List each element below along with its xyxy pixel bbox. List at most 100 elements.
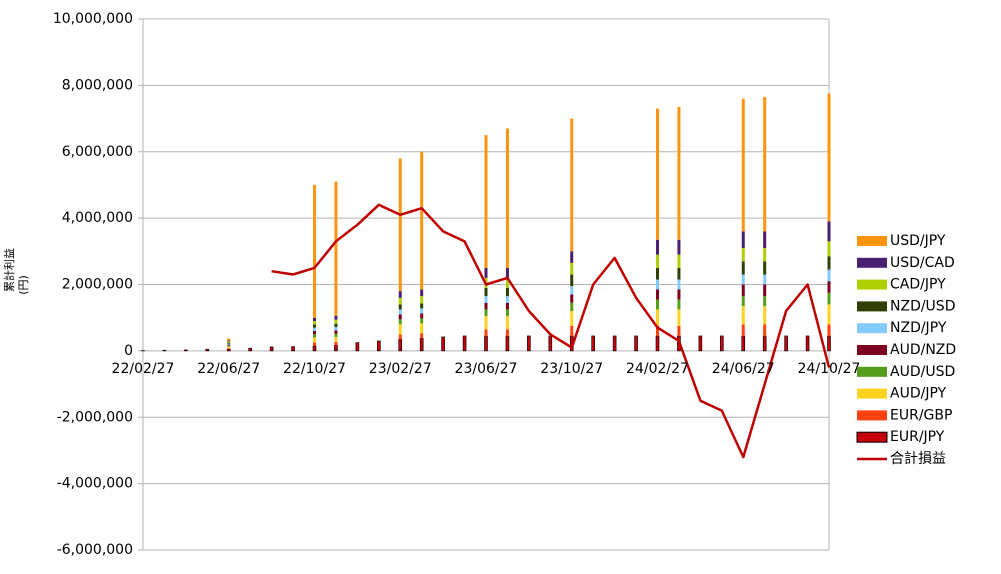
bar-segment [741,284,745,297]
bar-segment [484,287,488,297]
x-tick-label: 22/10/27 [283,361,346,377]
bar-segment [656,309,659,326]
bar-segment [313,334,316,338]
bar-segment [162,349,167,352]
bar-segment [441,336,445,352]
bar-segment [741,98,745,232]
bar-segment [505,335,510,352]
bar-segment [656,299,659,310]
bar-segment [313,327,316,331]
bar-segment [656,108,659,240]
bar-segment [762,335,767,352]
bar-segment [484,309,488,317]
bar-segment [741,296,745,307]
bar-segment [784,335,788,352]
bar-segment [398,304,402,310]
legend-label: EUR/JPY [890,429,945,445]
bar-segment [291,346,295,352]
bar-segment [527,335,531,352]
bar-segment [484,135,488,268]
bar-segment [763,231,767,248]
bar-segment [334,323,338,327]
bar-segment [677,267,681,280]
bar-segment [570,274,574,287]
bar-segment [419,337,424,352]
bar-segment [677,289,681,300]
legend-label: AUD/USD [890,364,955,380]
bar-segment [827,292,831,305]
bar-segment [656,254,659,268]
legend-label: USD/CAD [890,255,955,271]
bar-segment [570,286,574,295]
bar-segment [656,279,659,290]
bar-segment [227,346,231,349]
bar-segment [570,325,574,336]
x-tick-label: 24/06/27 [712,361,775,377]
bar-segment [420,323,424,334]
y-tick-label: -6,000,000 [57,542,133,558]
bar-segment [420,313,424,319]
bar-segment [763,96,767,232]
bar-segment [741,274,745,285]
bar-segment [634,335,638,352]
bar-segment [570,311,574,326]
bar-segment [741,335,746,352]
y-tick-label: 8,000,000 [62,77,133,93]
legend-label: CAD/JPY [890,277,946,293]
bar-segment [313,321,316,325]
bar-segment [313,324,316,328]
legend-label: NZD/JPY [890,320,947,336]
bar-segment [420,151,424,290]
bar-segment [334,319,338,324]
y-tick-label: 2,000,000 [62,277,133,293]
bar-segment [313,337,316,343]
bar-segment [184,349,188,352]
bar-segment [484,302,488,310]
y-axis-label: (円) [17,275,30,295]
bar-segment [548,335,553,352]
legend-swatch [857,388,887,399]
x-tick-label: 23/10/27 [540,361,603,377]
line [271,203,831,459]
bar-segment [227,345,231,347]
bar-segment [763,261,767,275]
legend-swatch [857,279,887,290]
x-tick-label: 23/02/27 [369,361,432,377]
bar-segment [763,306,767,325]
bar-segment [612,335,617,352]
bar-segment [269,346,274,352]
bar-segment [312,345,317,352]
bar-segment [763,324,767,336]
bar-segment [313,342,316,346]
bar-segment [656,289,659,300]
bar-segment [334,330,338,334]
bar-segment [741,261,745,275]
legend-swatch [857,257,887,268]
legend-swatch [857,366,887,377]
bar-segment [484,296,488,303]
bar-segment [763,247,767,262]
bar-segment [420,296,424,304]
bar-segment [398,338,403,352]
y-tick-label: 0 [124,343,133,359]
bar-segment [655,335,660,352]
bar-segment [505,302,509,310]
bar-segment [570,294,574,303]
legend-swatch [857,236,887,246]
bar-segment [313,317,316,322]
bar-segment [763,274,767,285]
legend-label: 合計損益 [890,451,946,467]
bar-segment [227,344,231,346]
bar-segment [741,231,745,248]
bar-segment [227,340,231,342]
bar-segment [570,302,574,312]
bar-segment [677,279,681,290]
bar-segment [741,324,745,336]
bar-segment [226,348,231,352]
bar-segment [334,341,338,346]
bar-segment [398,309,402,315]
bar-segment [720,335,724,352]
bar-segment [656,267,659,280]
bar-segment [420,333,424,339]
